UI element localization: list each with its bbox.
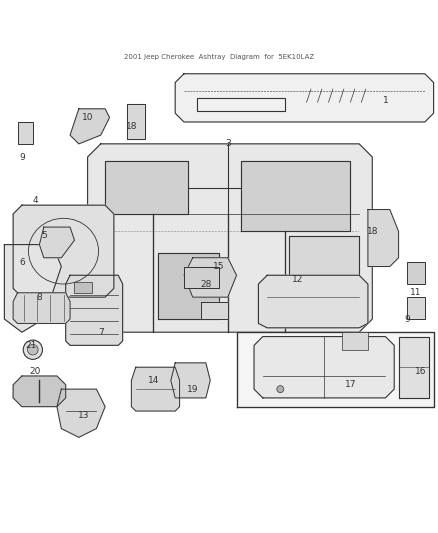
Polygon shape: [88, 144, 372, 332]
Bar: [407, 297, 425, 319]
Text: 10: 10: [82, 113, 93, 122]
Text: 1: 1: [382, 95, 389, 104]
Text: 21: 21: [25, 341, 36, 350]
Text: 9: 9: [404, 314, 410, 324]
Polygon shape: [158, 253, 219, 319]
Text: 18: 18: [367, 227, 378, 236]
Bar: [407, 262, 425, 284]
Text: 3: 3: [225, 139, 231, 148]
Circle shape: [23, 340, 42, 359]
Polygon shape: [171, 363, 210, 398]
Text: 20: 20: [29, 367, 41, 376]
Polygon shape: [258, 275, 368, 328]
Text: 13: 13: [78, 411, 89, 420]
Polygon shape: [13, 205, 114, 297]
Text: 5: 5: [41, 231, 47, 240]
Polygon shape: [175, 74, 434, 122]
Text: 28: 28: [200, 279, 212, 288]
Polygon shape: [4, 245, 61, 332]
Bar: [18, 122, 33, 144]
Text: 12: 12: [292, 275, 304, 284]
Polygon shape: [57, 389, 105, 437]
Polygon shape: [368, 209, 399, 266]
Text: 15: 15: [213, 262, 225, 271]
Polygon shape: [131, 367, 180, 411]
Text: 8: 8: [36, 293, 42, 302]
Text: 4: 4: [32, 196, 38, 205]
Bar: [342, 332, 368, 350]
Polygon shape: [127, 104, 145, 140]
Polygon shape: [13, 293, 70, 324]
Bar: [74, 282, 92, 293]
Polygon shape: [39, 227, 74, 258]
Polygon shape: [237, 332, 434, 407]
Polygon shape: [105, 161, 188, 214]
Polygon shape: [254, 336, 394, 398]
Circle shape: [28, 344, 38, 355]
Polygon shape: [66, 275, 123, 345]
Circle shape: [277, 386, 284, 393]
Text: 17: 17: [345, 380, 356, 389]
Polygon shape: [241, 161, 350, 231]
Polygon shape: [70, 109, 110, 144]
Text: 14: 14: [148, 376, 159, 385]
Text: 18: 18: [126, 122, 137, 131]
Polygon shape: [399, 336, 429, 398]
Text: 9: 9: [19, 152, 25, 161]
Text: 11: 11: [410, 288, 422, 297]
Text: 7: 7: [98, 328, 104, 337]
Polygon shape: [201, 302, 228, 319]
Text: 19: 19: [187, 385, 198, 394]
Polygon shape: [184, 258, 237, 297]
Polygon shape: [289, 236, 359, 302]
Text: 6: 6: [19, 257, 25, 266]
Polygon shape: [184, 266, 219, 288]
Text: 16: 16: [415, 367, 426, 376]
Polygon shape: [13, 376, 66, 407]
Text: 2001 Jeep Cherokee  Ashtray  Diagram  for  5EK10LAZ: 2001 Jeep Cherokee Ashtray Diagram for 5…: [124, 54, 314, 60]
